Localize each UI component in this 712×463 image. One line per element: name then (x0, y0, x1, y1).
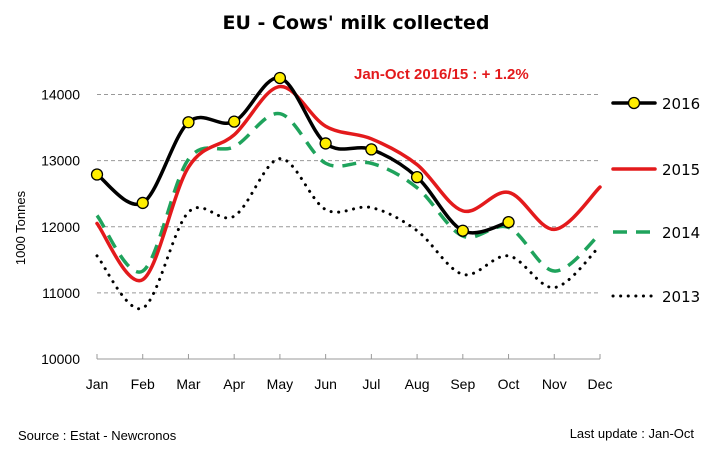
data-point-2016 (319, 137, 332, 150)
y-tick-label: 10000 (41, 351, 80, 367)
legend-label-2013: 2013 (662, 288, 700, 306)
x-tick-label: Mar (176, 376, 200, 392)
data-point-2016 (410, 171, 424, 184)
legend: 2016 2015 2014 2013 (611, 95, 700, 306)
chart-annotation: Jan-Oct 2016/15 : + 1.2% (354, 66, 529, 83)
x-tick-label: Jul (362, 376, 380, 392)
y-axis-label: 1000 Tonnes (13, 190, 28, 265)
y-tick-label: 12000 (41, 219, 80, 235)
data-point-2016 (365, 143, 378, 156)
x-tick-label: Oct (498, 376, 520, 392)
x-tick-label: Dec (588, 376, 613, 392)
data-point-2016 (273, 71, 287, 85)
data-point-2016 (136, 196, 149, 210)
x-axis: Jan Feb Mar Apr May Jun Jul Aug Sep Oct Nov Dec (86, 354, 613, 392)
x-tick-label: Feb (131, 376, 155, 392)
y-tick-label: 14000 (41, 87, 80, 103)
x-tick-label: Aug (405, 376, 430, 392)
x-tick-label: Jan (86, 376, 109, 392)
gridlines (97, 94, 600, 294)
series-lines (90, 71, 602, 311)
y-tick-labels: 10000 11000 12000 13000 14000 (41, 87, 80, 368)
x-tick-label: Jun (314, 376, 337, 392)
last-update-text: Last update : Jan-Oct (570, 426, 695, 441)
y-tick-label: 13000 (41, 153, 80, 169)
x-tick-label: Sep (450, 376, 475, 392)
x-tick-label: Apr (223, 376, 245, 392)
legend-label-2014: 2014 (662, 224, 700, 242)
data-point-2016 (228, 115, 241, 128)
source-text: Source : Estat - Newcronos (18, 428, 177, 443)
series-line-2016 (95, 76, 511, 235)
series-line-2015 (95, 84, 602, 283)
legend-label-2016: 2016 (662, 95, 700, 113)
data-point-2016 (90, 168, 104, 181)
x-tick-label: Nov (542, 376, 567, 392)
y-tick-label: 11000 (42, 285, 80, 301)
data-point-2016 (182, 116, 195, 129)
data-point-2016 (502, 215, 515, 229)
series-line-2014 (95, 111, 602, 274)
legend-label-2015: 2015 (662, 161, 700, 179)
x-tick-label: May (267, 376, 293, 392)
series-line-2013 (95, 157, 602, 311)
data-point-2016 (456, 224, 469, 237)
legend-marker-2016 (627, 96, 641, 110)
chart-title: EU - Cows' milk collected (223, 12, 490, 34)
